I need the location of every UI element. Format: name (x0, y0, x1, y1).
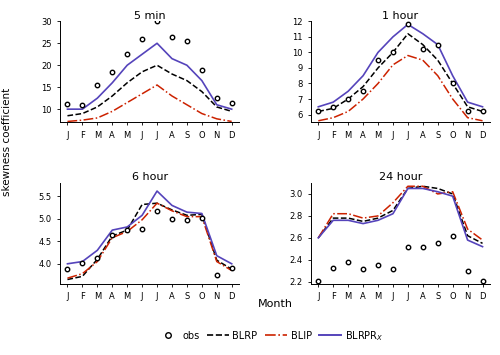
Text: skewness coefficient: skewness coefficient (2, 88, 12, 196)
Text: Month: Month (258, 299, 292, 308)
Title: 5 min: 5 min (134, 11, 166, 21)
Legend: obs, BLRP, BLIP, BLRPR$_X$: obs, BLRP, BLIP, BLRPR$_X$ (153, 325, 387, 346)
Title: 1 hour: 1 hour (382, 11, 418, 21)
Title: 24 hour: 24 hour (378, 172, 422, 182)
Title: 6 hour: 6 hour (132, 172, 168, 182)
